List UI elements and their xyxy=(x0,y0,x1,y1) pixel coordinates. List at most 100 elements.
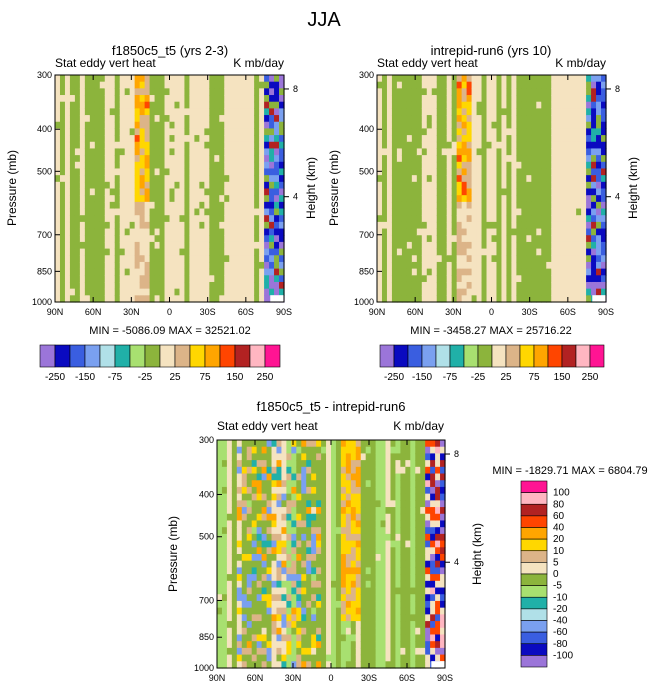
p1-cell xyxy=(279,248,285,256)
p2-cell xyxy=(431,115,438,123)
p3-cell xyxy=(355,554,362,562)
p1-cell xyxy=(144,88,151,96)
p1-cell xyxy=(254,161,260,170)
p2-cell xyxy=(591,228,597,236)
p3-cell xyxy=(440,554,446,562)
p1-cell xyxy=(104,101,111,109)
p3-cell xyxy=(246,500,253,508)
p2-cell xyxy=(571,241,577,250)
p2-cell xyxy=(551,235,557,243)
p1-cell xyxy=(169,175,176,183)
p1-cell xyxy=(159,75,166,83)
p3-cell xyxy=(385,560,392,569)
p2-cell xyxy=(521,121,527,130)
p1-cell xyxy=(169,181,176,190)
p1-cell xyxy=(174,141,181,150)
p3-cell xyxy=(425,520,431,528)
p2-cell xyxy=(536,161,542,170)
p1-cell xyxy=(239,288,245,296)
legend-diff-swatch xyxy=(520,503,548,517)
p3-cell xyxy=(251,500,258,508)
p1-cell xyxy=(94,281,101,290)
p1-cell xyxy=(159,255,166,263)
p3-cell xyxy=(350,567,357,575)
p3-cell xyxy=(400,654,406,662)
p2-cell xyxy=(386,275,393,283)
p1-cell xyxy=(119,81,126,89)
p2-cell xyxy=(521,235,527,243)
p1-cell xyxy=(129,101,136,109)
p2-cell xyxy=(381,221,388,230)
p3-cell xyxy=(236,554,243,562)
p2-cell xyxy=(526,161,532,170)
p2-cell xyxy=(436,168,443,176)
p3-cell xyxy=(355,507,362,515)
p3-cell xyxy=(370,466,377,475)
p2-cell xyxy=(521,115,527,123)
p2-cell xyxy=(401,248,408,256)
p2-cell xyxy=(386,215,393,223)
p1-cell xyxy=(114,241,121,250)
p1-cell xyxy=(139,228,146,236)
p1-cell xyxy=(159,155,166,163)
p1-cell xyxy=(224,255,230,263)
p1-cell xyxy=(114,261,121,270)
p3-cell xyxy=(226,607,233,615)
p2-cell xyxy=(481,115,488,123)
p1-cell xyxy=(104,88,111,96)
p3-cell xyxy=(256,627,263,636)
p1-cell xyxy=(154,128,161,136)
p1-cell xyxy=(104,115,111,123)
p2-cell xyxy=(561,195,567,203)
p2-cell xyxy=(377,168,383,176)
p2-cell xyxy=(406,268,413,276)
p1-cell xyxy=(159,248,166,256)
p2-cell xyxy=(431,188,438,196)
p1-cell xyxy=(249,215,255,223)
p1-cell xyxy=(184,215,191,223)
p1-cell xyxy=(194,261,200,270)
p2-cell xyxy=(556,228,562,236)
p1-cell xyxy=(254,181,260,190)
p1-cell xyxy=(124,175,131,183)
p1-cell xyxy=(69,88,76,96)
p1-cell xyxy=(279,235,285,243)
p3-cell xyxy=(340,621,347,629)
p1-cell xyxy=(269,135,275,143)
p3-cell xyxy=(340,567,347,575)
p2-cell xyxy=(466,128,473,136)
p2-cell xyxy=(491,261,498,270)
p3-cell xyxy=(311,480,317,488)
p1-cell xyxy=(274,115,280,123)
p3-cell xyxy=(355,547,362,555)
p1-cell xyxy=(134,168,141,176)
legend-diff-swatch xyxy=(520,527,548,540)
p3-cell xyxy=(251,446,258,455)
p2-cell xyxy=(551,215,557,223)
p2-cell xyxy=(446,175,453,183)
p2-cell xyxy=(377,188,383,196)
p3-cell xyxy=(316,614,322,622)
p1-cell xyxy=(79,161,86,170)
p1-cell xyxy=(199,275,205,283)
p3-cell xyxy=(430,466,436,475)
p3-cell xyxy=(226,500,233,508)
p2-cell xyxy=(571,188,577,196)
p2-cell xyxy=(496,128,503,136)
p3-cell xyxy=(430,493,436,501)
p1-cell xyxy=(89,75,96,83)
p2-cell xyxy=(586,121,592,130)
p2-cell xyxy=(451,181,458,190)
p3-cell xyxy=(375,560,382,569)
p1-cell xyxy=(159,268,166,276)
p1-cell xyxy=(129,201,136,210)
p2-cell xyxy=(511,201,517,210)
p3-cell xyxy=(440,500,446,508)
p1-cell xyxy=(114,148,121,156)
p1-cell xyxy=(154,161,161,170)
p3-cell xyxy=(410,580,416,589)
p3-cell xyxy=(326,560,332,569)
p3-cell xyxy=(410,647,416,656)
p3-cell xyxy=(291,493,297,501)
x-tick-label: 60N xyxy=(247,673,264,683)
